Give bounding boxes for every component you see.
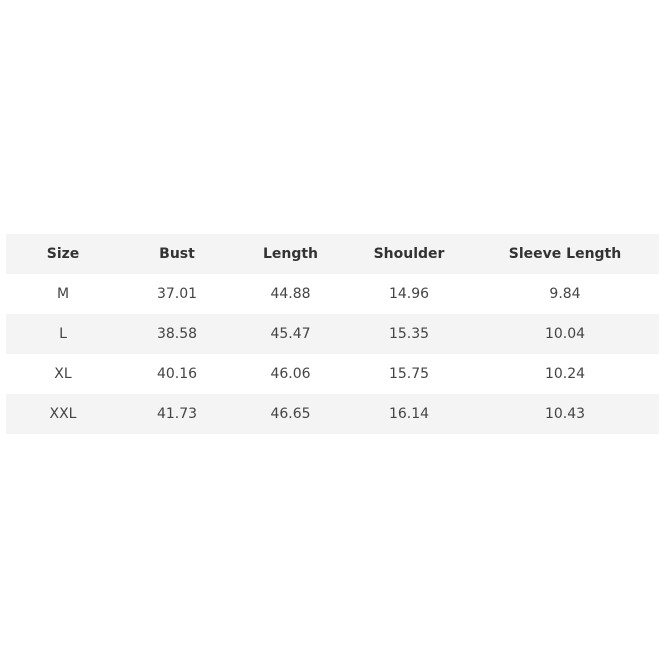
size-chart-table: Size Bust Length Shoulder Sleeve Length … (6, 234, 659, 434)
table-row: L 38.58 45.47 15.35 10.04 (6, 314, 659, 354)
cell-bust: 41.73 (120, 394, 234, 434)
table-row: XL 40.16 46.06 15.75 10.24 (6, 354, 659, 394)
cell-sleeve-length: 10.24 (544, 366, 586, 382)
cell-bust: 37.01 (156, 286, 198, 302)
cell-length: 45.47 (234, 314, 347, 354)
table-row: XXL 41.73 46.65 16.14 10.43 (6, 394, 659, 434)
cell-size: L (6, 314, 120, 354)
header-sleeve-length: Sleeve Length (471, 234, 659, 274)
cell-size: XXL (6, 394, 120, 434)
cell-shoulder: 16.14 (347, 394, 471, 434)
cell-bust: 40.16 (156, 366, 198, 382)
cell-sleeve-length: 9.84 (549, 286, 581, 302)
cell-shoulder: 15.75 (388, 366, 430, 382)
cell-length: 44.88 (270, 286, 311, 302)
cell-bust: 38.58 (120, 314, 234, 354)
header-shoulder: Shoulder (347, 234, 471, 274)
cell-shoulder: 15.35 (347, 314, 471, 354)
cell-length: 46.06 (270, 366, 311, 382)
header-bust: Bust (120, 234, 234, 274)
cell-size: XL (54, 366, 72, 382)
cell-size: M (56, 286, 70, 302)
cell-sleeve-length: 10.43 (471, 394, 659, 434)
header-length: Length (234, 234, 347, 274)
table-header-row: Size Bust Length Shoulder Sleeve Length (6, 234, 659, 274)
header-size: Size (6, 234, 120, 274)
cell-length: 46.65 (234, 394, 347, 434)
cell-shoulder: 14.96 (388, 286, 430, 302)
cell-sleeve-length: 10.04 (471, 314, 659, 354)
table-row: M 37.01 44.88 14.96 9.84 (6, 274, 659, 314)
